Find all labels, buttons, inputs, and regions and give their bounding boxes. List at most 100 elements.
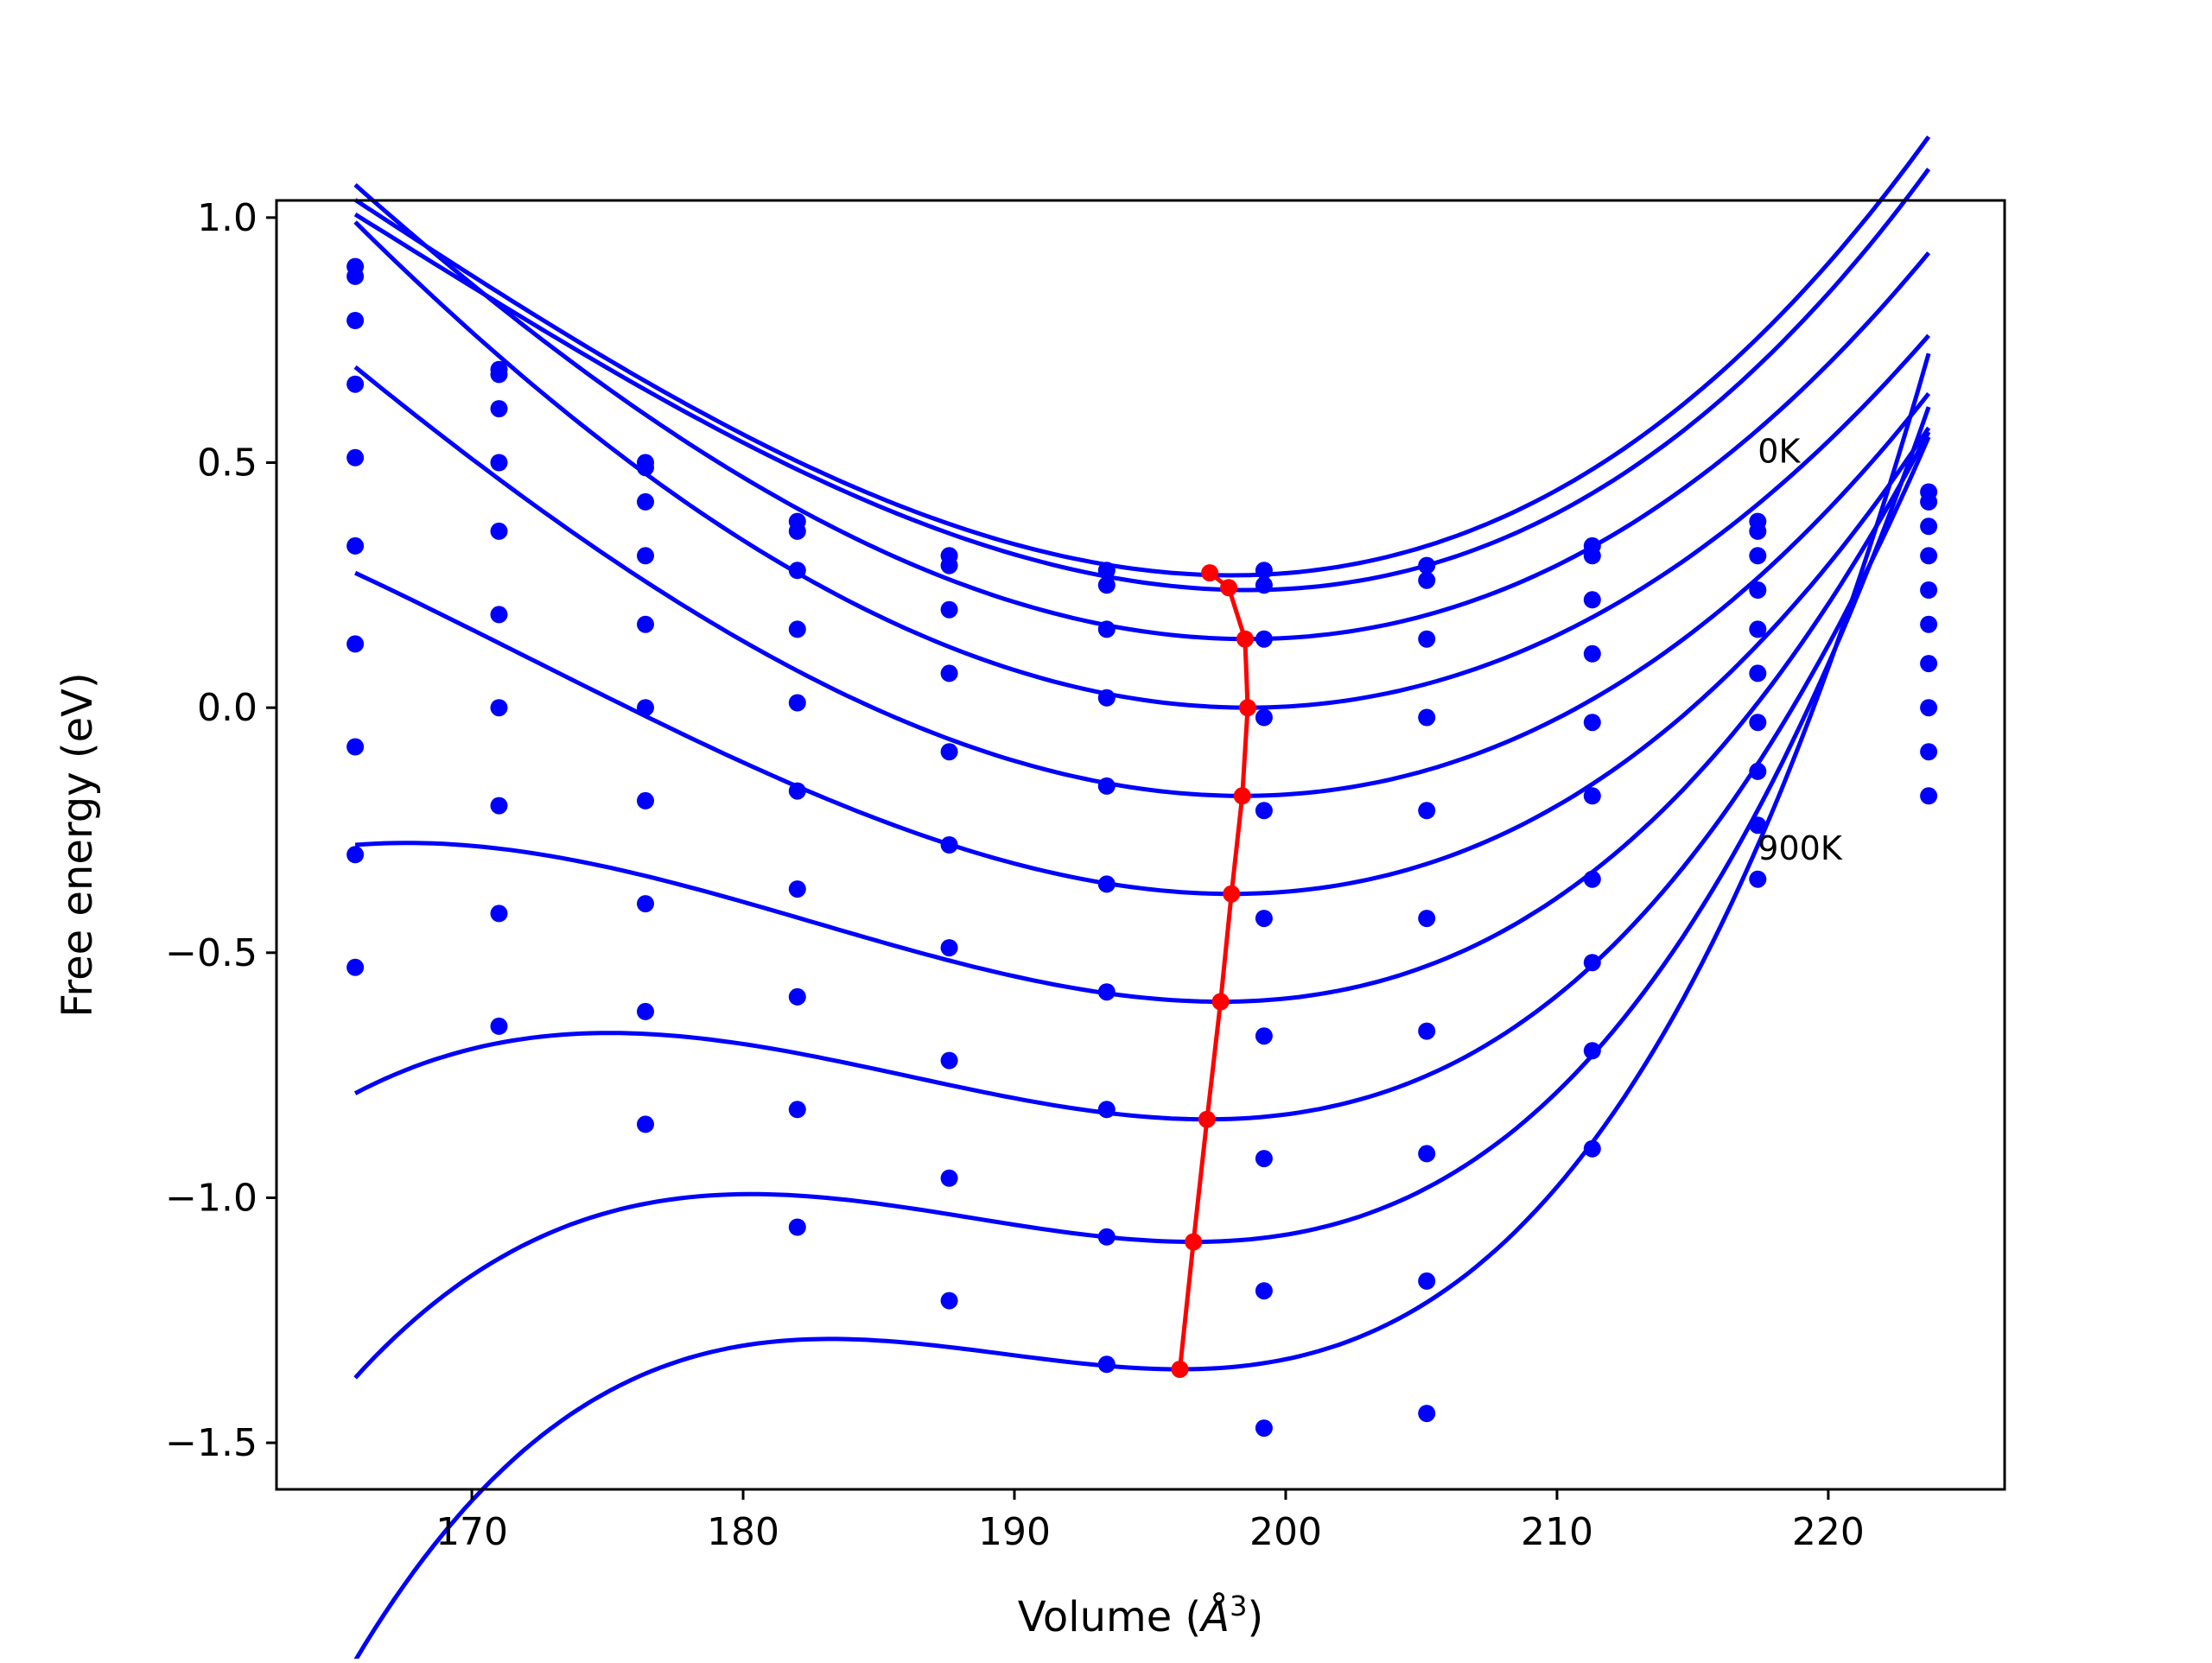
data-point-s7-8 <box>1583 954 1601 972</box>
data-point-s3-3 <box>788 620 806 638</box>
data-point-s3-9 <box>1749 581 1767 599</box>
x-tick-label-3: 200 <box>1249 1510 1322 1554</box>
annotations-group: 0K 900K <box>1758 433 1843 868</box>
data-point-s6-8 <box>1583 870 1601 888</box>
data-point-s1-6 <box>1255 576 1273 594</box>
data-point-s2-0 <box>346 312 365 329</box>
data-point-s5-5 <box>1097 875 1116 893</box>
data-point-s5-2 <box>637 699 654 717</box>
data-point-s7-2 <box>637 895 654 913</box>
data-point-s7-4 <box>940 1051 958 1070</box>
data-point-s9-9 <box>1749 870 1767 888</box>
data-point-s4-3 <box>788 694 806 712</box>
data-point-s3-6 <box>1255 708 1273 727</box>
data-point-s7-1 <box>490 797 508 815</box>
data-point-s6-6 <box>1255 1027 1273 1045</box>
data-point-s2-10 <box>1920 517 1938 536</box>
data-point-s3-4 <box>940 664 958 682</box>
x-tick-label-2: 190 <box>978 1510 1051 1554</box>
data-point-s9-4 <box>940 1292 958 1310</box>
minima-line <box>1178 571 1250 1370</box>
fit-curve-1 <box>353 168 1931 593</box>
y-tick-label-2: 0.0 <box>197 686 257 730</box>
data-point-s5-6 <box>1255 910 1273 928</box>
data-point-s8-10 <box>1920 743 1938 761</box>
data-point-s2-8 <box>1583 591 1601 609</box>
fit-curve-2 <box>353 183 1931 642</box>
data-point-s9-0 <box>346 958 365 976</box>
data-point-s2-1 <box>490 400 508 418</box>
data-point-s3-0 <box>346 375 365 393</box>
data-point-s1-0 <box>346 267 365 285</box>
data-point-s4-6 <box>1255 802 1273 820</box>
data-point-s2-4 <box>940 600 958 619</box>
data-points-group <box>346 257 1938 1438</box>
fit-curve-6 <box>354 430 1931 1004</box>
data-point-s8-1 <box>490 904 508 923</box>
minimum-point-3 <box>1239 699 1256 717</box>
y-tick-label-1: 0.5 <box>197 441 257 486</box>
data-point-s1-5 <box>1097 576 1116 594</box>
data-point-s5-10 <box>1920 615 1938 633</box>
data-point-s1-1 <box>490 365 508 384</box>
data-point-s9-8 <box>1583 1139 1601 1158</box>
data-point-s9-7 <box>1418 1405 1436 1423</box>
data-point-s5-7 <box>1418 910 1436 928</box>
x-tick-label-1: 180 <box>707 1510 779 1554</box>
annotation-0: 0K <box>1758 433 1801 471</box>
data-point-s7-3 <box>788 987 806 1006</box>
x-axis-label: Volume (Å3) <box>1018 1590 1263 1641</box>
data-point-s4-0 <box>346 448 365 467</box>
data-point-s0-6 <box>1255 562 1273 580</box>
minimum-point-9 <box>1171 1361 1189 1378</box>
data-point-s4-5 <box>1097 777 1116 795</box>
y-tick-label-3: −0.5 <box>165 931 257 975</box>
data-point-s3-2 <box>637 547 654 565</box>
data-point-s8-9 <box>1749 816 1767 835</box>
minima-group <box>1171 564 1256 1378</box>
y-tick-label-4: −1.0 <box>165 1176 257 1220</box>
data-point-s9-5 <box>1097 1355 1116 1374</box>
data-point-s5-4 <box>940 836 958 854</box>
data-point-s6-7 <box>1418 1022 1436 1040</box>
data-point-s1-7 <box>1418 571 1436 589</box>
data-point-s8-0 <box>346 846 365 864</box>
data-point-s7-9 <box>1749 762 1767 780</box>
data-point-s6-4 <box>940 939 958 957</box>
data-point-s3-7 <box>1418 708 1436 727</box>
data-point-s4-9 <box>1749 620 1767 638</box>
fit-curve-4 <box>353 365 1931 798</box>
minimum-point-8 <box>1185 1233 1203 1251</box>
data-point-s2-2 <box>637 492 654 511</box>
y-tick-label-5: −1.5 <box>165 1421 257 1465</box>
data-point-s7-10 <box>1920 699 1938 717</box>
plot-frame <box>275 199 2006 1491</box>
fit-curve-8 <box>353 406 1931 1380</box>
fit-curve-3 <box>353 220 1930 710</box>
data-point-s6-0 <box>346 635 365 653</box>
data-point-s8-8 <box>1583 1042 1601 1060</box>
annotation-1: 900K <box>1758 829 1843 867</box>
data-point-s2-9 <box>1749 547 1767 565</box>
data-point-s0-5 <box>1097 562 1116 580</box>
data-point-s4-7 <box>1418 802 1436 820</box>
data-point-s9-6 <box>1255 1419 1273 1438</box>
data-point-s6-2 <box>637 791 654 809</box>
data-point-s1-8 <box>1583 547 1601 565</box>
data-point-s7-5 <box>1097 1101 1116 1119</box>
fit-curves-group <box>353 135 1931 1662</box>
data-point-s7-6 <box>1255 1150 1273 1168</box>
data-point-s1-2 <box>637 459 654 477</box>
data-point-s8-6 <box>1255 1282 1273 1300</box>
y-axis-label: Free energy (eV) <box>54 672 102 1017</box>
data-point-s1-10 <box>1920 492 1938 511</box>
x-tick-label-4: 210 <box>1521 1510 1593 1554</box>
data-point-s8-4 <box>940 1169 958 1187</box>
data-point-s3-10 <box>1920 547 1938 565</box>
data-point-s5-3 <box>788 782 806 800</box>
fit-curve-7 <box>353 435 1931 1122</box>
minimum-point-4 <box>1233 787 1251 805</box>
data-point-s1-4 <box>940 556 958 574</box>
data-point-s4-8 <box>1583 714 1601 732</box>
